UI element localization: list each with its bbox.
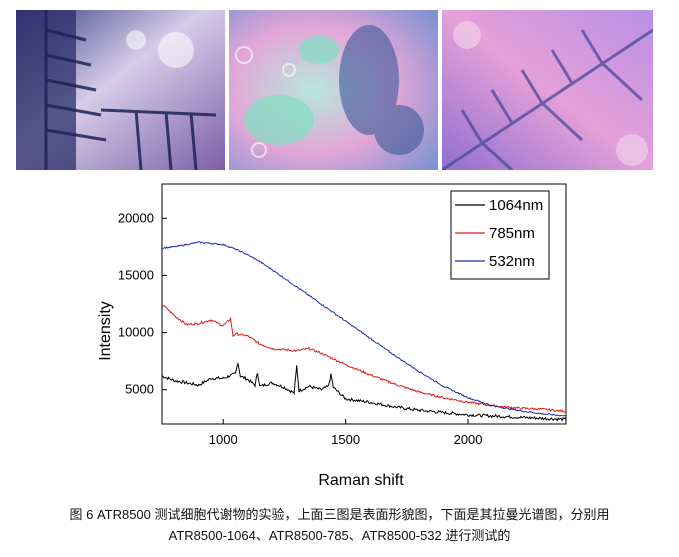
y-tick-label: 20000 — [118, 210, 154, 225]
axes: 1000 1500 2000 5000 10000 15000 20000 — [118, 183, 567, 447]
legend-label: 1064nm — [489, 197, 543, 214]
plot-frame — [161, 183, 567, 425]
figure-caption-line-1: 图 6 ATR8500 测试细胞代谢物的实验，上面三图是表面形貌图，下面是其拉曼… — [69, 507, 610, 522]
y-tick-label: 10000 — [118, 325, 154, 340]
micrograph-branched-crystals — [442, 10, 653, 170]
y-axis-title: Intensity — [97, 301, 114, 361]
series-line-1064nm — [161, 361, 567, 422]
micrograph-dendritic-crystals — [16, 10, 225, 170]
raman-spectrum-chart: 1000 1500 2000 5000 10000 15000 20000 1064nm 78… — [97, 183, 567, 489]
x-axis-title: Raman shift — [318, 472, 404, 489]
y-tick-label: 15000 — [118, 267, 154, 282]
series-line-785nm — [161, 304, 567, 413]
legend: 1064nm 785nm 532nm — [450, 190, 550, 280]
x-tick-label: 1500 — [331, 432, 360, 447]
legend-label: 532nm — [489, 253, 535, 270]
series-line-532nm — [161, 241, 567, 417]
legend-box — [450, 190, 550, 280]
series-layer — [161, 241, 567, 422]
x-tick-label: 1000 — [209, 432, 238, 447]
y-tick-label: 5000 — [125, 382, 154, 397]
figure-caption-line-2: ATR8500-1064、ATR8500-785、ATR8500-532 进行测… — [168, 528, 511, 543]
micrograph-colored-film — [229, 10, 438, 170]
x-tick-label: 2000 — [454, 432, 483, 447]
legend-label: 785nm — [489, 225, 535, 242]
